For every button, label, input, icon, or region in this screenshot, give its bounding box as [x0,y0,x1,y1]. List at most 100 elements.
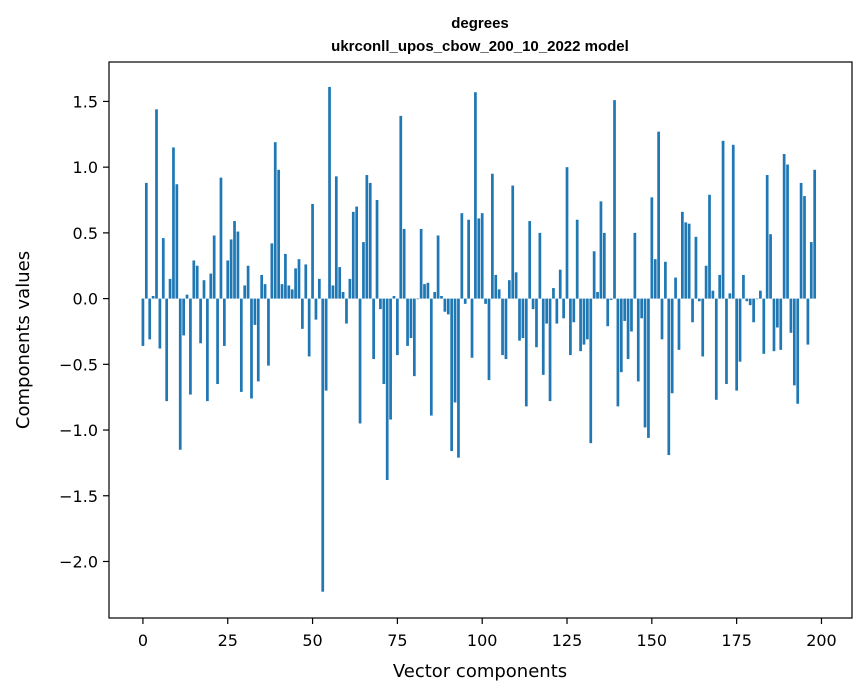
bar [270,243,274,299]
bar [599,201,603,299]
bar [684,222,688,299]
bar [199,298,202,344]
bar [579,298,582,352]
bar [331,285,335,299]
bar [436,235,440,299]
x-tick-label: 50 [302,631,322,650]
bar [399,115,403,299]
bar [304,264,308,299]
bar [772,298,776,352]
x-axis-label: Vector components [393,661,567,682]
bar [575,219,579,299]
y-axis-label: Components values [13,251,34,429]
bar [334,176,338,299]
bar [759,290,762,299]
bar [582,298,586,345]
bar [630,298,633,332]
bar [619,298,623,373]
bar [345,298,348,324]
bar [548,298,552,402]
bar [348,278,352,299]
bar [806,298,810,345]
bar [552,288,555,299]
bar [803,196,806,299]
bar [429,298,433,416]
bar [562,298,565,319]
bar [633,232,637,299]
bar [735,298,739,391]
x-tick-label: 125 [552,631,583,650]
bar [657,131,660,299]
bar [647,298,650,438]
bar [491,173,494,299]
x-tick-label: 100 [467,631,498,650]
bar [267,298,270,366]
bar [497,289,501,299]
bar [792,298,796,386]
bar [229,239,233,299]
bar [569,298,572,356]
bar [226,260,230,299]
bar [636,298,640,382]
bar [402,228,406,299]
bar [809,242,813,299]
bar [256,298,260,382]
bar [697,298,701,302]
bar [765,175,769,299]
bar [535,298,538,348]
bar [206,298,209,402]
bar [321,298,325,592]
bar [222,298,226,346]
bar [545,298,549,324]
bar [613,100,616,299]
bar [314,298,318,320]
bar [596,292,599,299]
y-tick-label: 0.0 [73,290,98,309]
bar [742,274,745,299]
bar [776,298,779,328]
bar [239,298,243,392]
bar [511,185,515,299]
bar [786,164,789,299]
bar [212,235,216,299]
y-axis-ticks: −2.0 −1.5 −1.0 −0.5 0.0 0.5 1.0 1.5 [59,92,109,571]
bar [494,274,498,299]
bar [480,213,484,299]
bar [518,298,521,341]
bar [681,211,684,299]
bar [301,298,304,329]
bar [161,238,165,299]
bar [565,167,569,299]
bar [504,298,508,360]
bar [725,298,728,385]
x-tick-label: 25 [218,631,238,650]
bar [752,298,755,323]
bar [796,298,800,404]
bar [287,285,291,299]
bar [623,298,627,321]
y-tick-label: 1.5 [73,92,98,111]
bar [358,298,362,424]
bar [487,298,491,381]
bar [521,298,525,339]
bar [440,295,443,299]
bar [789,298,793,333]
bar [155,109,158,299]
bar [246,265,250,299]
bar [555,298,559,324]
bar [446,298,450,315]
bar [718,274,722,299]
bar [748,298,752,306]
bar [379,298,382,310]
x-tick-label: 200 [806,631,837,650]
bar [294,268,297,299]
bar [474,92,477,299]
bar [351,211,355,299]
y-tick-label: 1.0 [73,158,98,177]
bar [670,298,674,394]
bar [650,197,654,299]
bar [368,182,372,299]
bar [524,298,528,407]
bar [260,274,264,299]
